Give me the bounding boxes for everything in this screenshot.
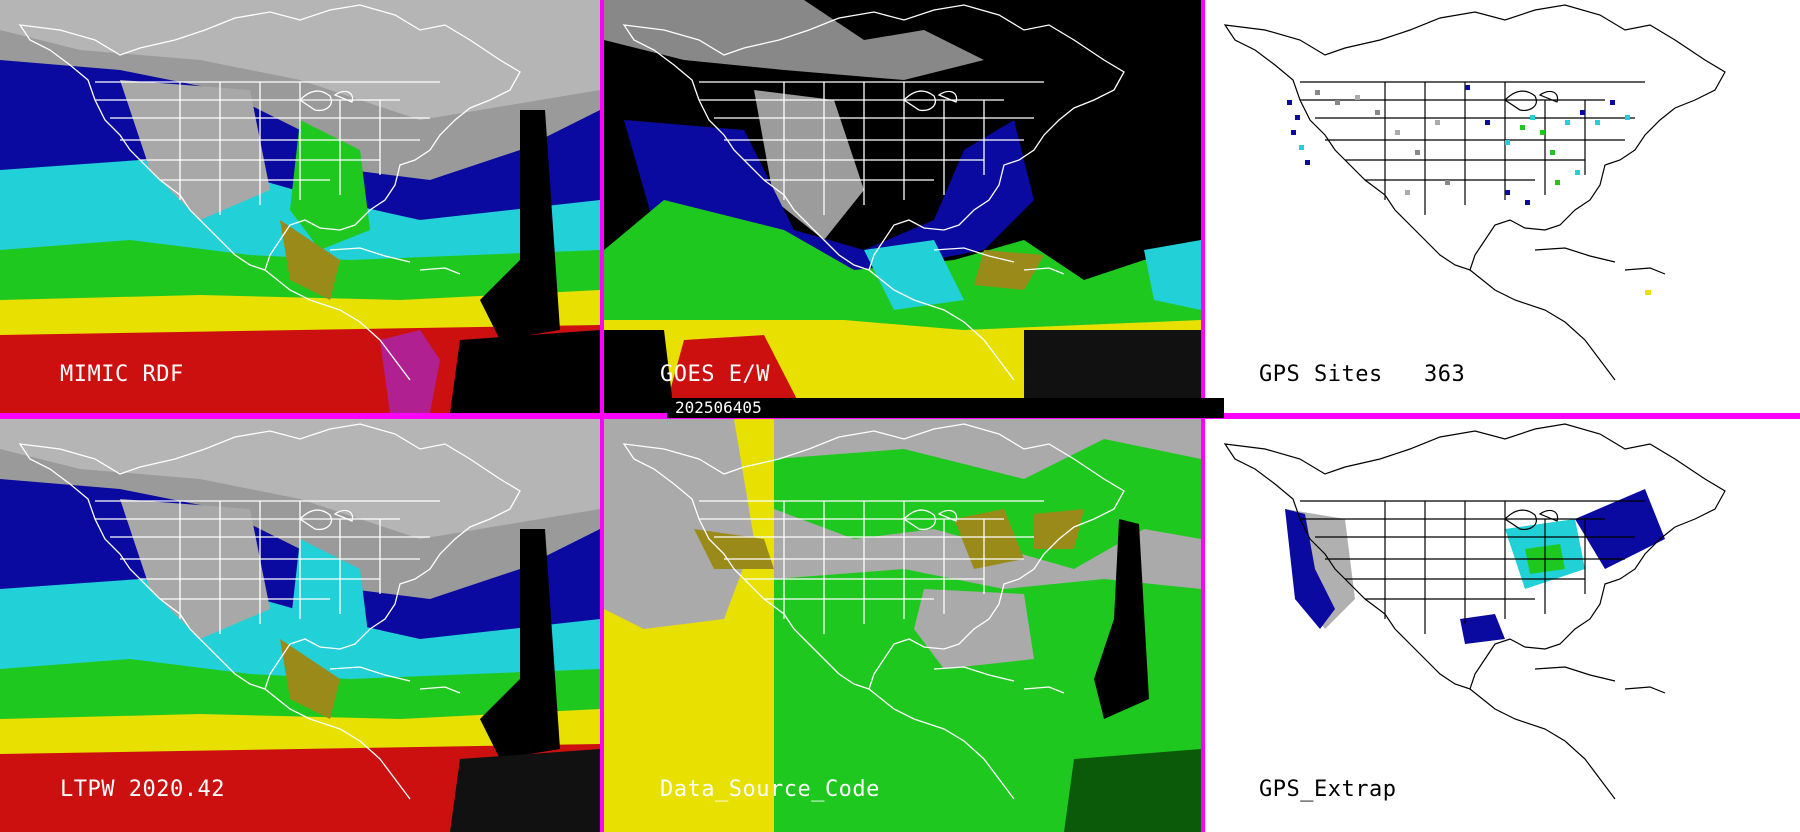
gps-extrap-label: GPS_Extrap <box>1259 777 1397 802</box>
panel-mimic-rdf: MIMIC RDF <box>0 0 600 413</box>
goes-ew-map <box>604 0 1201 413</box>
gps-sites-count: 363 <box>1423 362 1466 387</box>
goes-ew-label: GOES E/W <box>660 362 770 387</box>
data-source-label: Data_Source_Code <box>660 777 880 802</box>
panel-gps-extrap: GPS_Extrap <box>1205 419 1800 832</box>
data-source-map <box>604 419 1201 832</box>
panel-gps-sites: GPS Sites 363 <box>1205 0 1800 413</box>
mimic-rdf-map <box>0 0 600 413</box>
gps-site-markers <box>1287 85 1651 295</box>
gps-sites-map <box>1205 0 1800 413</box>
ltpw-map <box>0 419 600 832</box>
panel-ltpw: LTPW 2020.42 <box>0 419 600 832</box>
gps-sites-title: GPS Sites <box>1259 362 1383 387</box>
gps-sites-label: GPS Sites 363 <box>1259 362 1465 387</box>
panel-data-source-code: Data_Source_Code <box>604 419 1201 832</box>
mimic-rdf-label: MIMIC RDF <box>60 362 184 387</box>
gps-extrap-map <box>1205 419 1800 832</box>
timestamp-bar: 202506405 <box>667 398 1224 418</box>
panel-goes-ew: GOES E/W <box>604 0 1201 413</box>
ltpw-label: LTPW 2020.42 <box>60 777 225 802</box>
separator-vertical-left <box>600 0 604 832</box>
